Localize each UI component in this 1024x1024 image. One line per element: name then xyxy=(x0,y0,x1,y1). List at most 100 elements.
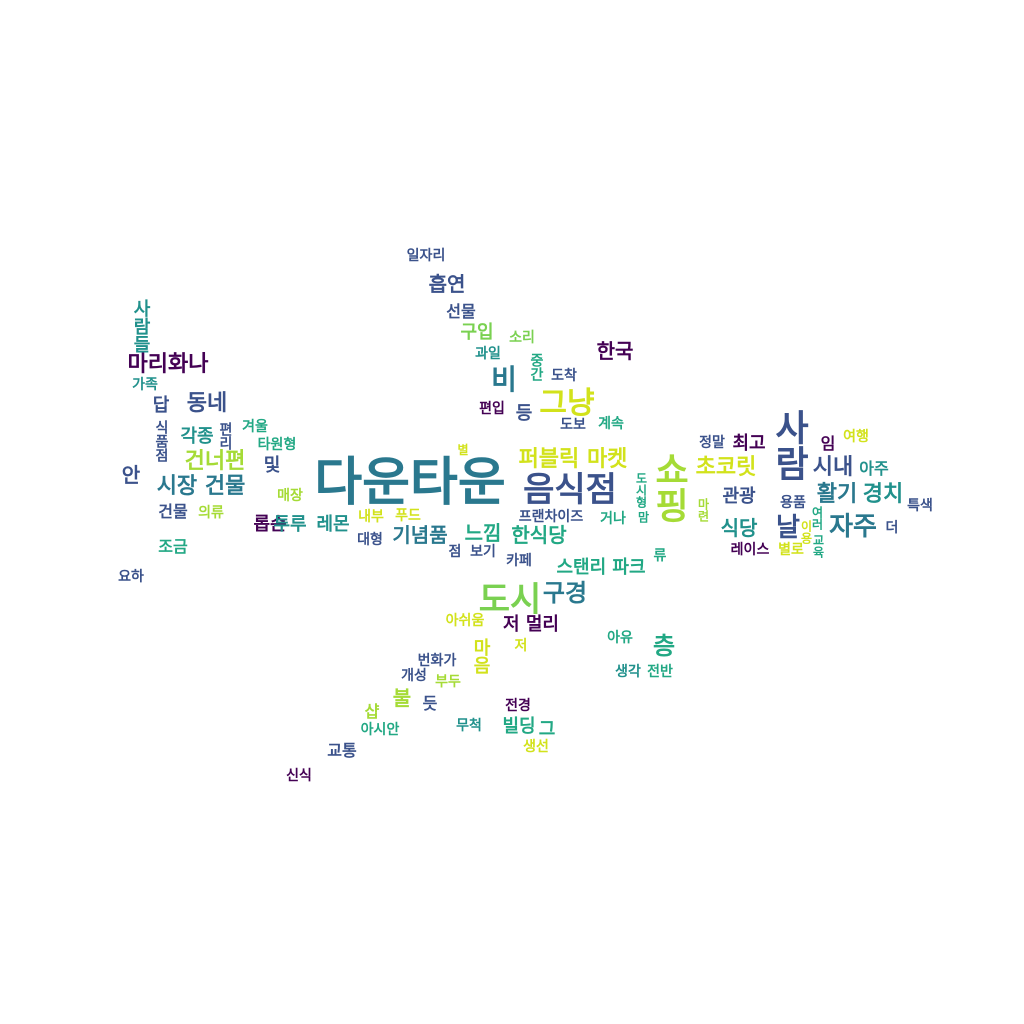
word-chocolate: 초코릿 xyxy=(695,455,757,480)
word-star: 별 xyxy=(457,443,469,457)
word-fire: 불 xyxy=(392,686,412,710)
word-or: 거나 xyxy=(600,511,626,527)
word-restaurant: 음식점 xyxy=(523,470,617,510)
word-tourism: 관광 xyxy=(722,486,756,507)
word-lively: 활기 xyxy=(816,482,858,507)
word-turu: 투루 xyxy=(273,514,307,535)
word-goods: 용품 xyxy=(780,495,806,511)
word-quite: 아주 xyxy=(859,459,889,478)
word-mind: 마음 xyxy=(470,638,491,674)
word-point: 점 xyxy=(448,544,462,560)
word-middle: 중간 xyxy=(528,353,544,381)
word-grocery: 식품점 xyxy=(153,420,169,462)
word-lemon: 레몬 xyxy=(316,514,350,535)
word-travel: 여행 xyxy=(843,429,869,445)
word-very: 무척 xyxy=(456,718,482,734)
word-asian: 아시안 xyxy=(360,722,400,738)
word-answer: 답 xyxy=(152,395,170,416)
word-large: 대형 xyxy=(357,532,383,548)
word-regret: 아쉬움 xyxy=(445,613,485,629)
word-downtown: 다운타운 xyxy=(314,453,506,513)
word-geu: 그 xyxy=(538,719,556,740)
word-mam: 맘 xyxy=(636,511,650,523)
word-buildings: 건물 xyxy=(158,502,188,521)
word-gift: 선물 xyxy=(446,302,476,321)
word-ryu: 류 xyxy=(653,548,667,564)
word-floor: 층 xyxy=(652,632,676,660)
word-franchise: 프랜차이즈 xyxy=(518,509,584,525)
word-not-really: 별로 xyxy=(778,542,804,558)
word-best: 최고 xyxy=(732,433,766,454)
word-people-plural: 사람들 xyxy=(130,299,151,353)
word-often: 자주 xyxy=(829,512,877,542)
word-shopping: 쇼핑 xyxy=(648,451,689,523)
word-arrival: 도착 xyxy=(551,368,577,384)
word-marijuana: 마리화나 xyxy=(127,352,209,377)
word-distinctive: 특색 xyxy=(907,498,933,514)
word-job: 일자리 xyxy=(406,248,446,264)
word-fruit: 과일 xyxy=(475,346,501,362)
word-food: 푸드 xyxy=(395,508,421,524)
word-sightseeing: 구경 xyxy=(542,579,588,607)
word-lace: 레이스 xyxy=(730,542,770,558)
word-prepared: 마련 xyxy=(696,498,710,522)
word-public-market: 퍼블릭 마켓 xyxy=(518,447,628,472)
word-overall: 전반 xyxy=(647,664,673,680)
word-winter: 겨울 xyxy=(242,419,268,435)
word-rain: 비 xyxy=(491,363,517,396)
word-souvenir: 기념품 xyxy=(392,523,448,547)
word-fish: 생선 xyxy=(523,739,549,755)
word-yoha: 요하 xyxy=(118,569,144,585)
word-day: 날 xyxy=(776,513,800,543)
word-far-away: 저 멀리 xyxy=(503,614,559,635)
word-seems: 듯 xyxy=(422,694,438,713)
word-market-building: 시장 건물 xyxy=(156,474,246,499)
word-korea: 한국 xyxy=(596,339,634,363)
word-traffic: 교통 xyxy=(327,741,357,760)
word-various: 각종 xyxy=(180,426,214,447)
word-convenient: 편리 xyxy=(217,422,233,450)
word-store: 매장 xyxy=(277,488,303,504)
word-individuality: 개성 xyxy=(401,668,427,684)
word-education: 교육 xyxy=(811,534,825,558)
word-family: 가족 xyxy=(132,377,158,393)
word-etc: 등 xyxy=(515,403,533,424)
word-interior: 내부 xyxy=(358,509,384,525)
word-pier: 부두 xyxy=(435,674,461,690)
word-scenery: 경치 xyxy=(862,482,904,507)
word-just: 그냥 xyxy=(539,386,595,421)
word-downtown-area: 번화가 xyxy=(417,653,457,669)
word-shop: 샵 xyxy=(364,702,380,721)
word-robson: 롭슨 xyxy=(253,514,287,535)
word-view: 보기 xyxy=(470,544,496,560)
word-thought: 생각 xyxy=(615,664,641,680)
word-a-little: 조금 xyxy=(158,537,188,556)
word-across: 건너편 xyxy=(184,449,246,474)
word-cafe: 카페 xyxy=(506,553,532,569)
word-modern: 신식 xyxy=(286,768,312,784)
word-neighborhood: 동네 xyxy=(186,391,228,416)
word-feeling: 느낌 xyxy=(464,521,502,545)
word-purchase: 구입 xyxy=(460,322,494,343)
word-ayu: 아유 xyxy=(607,630,633,646)
word-use: 이용 xyxy=(799,520,813,544)
word-urban-type: 도시형 xyxy=(634,472,648,508)
word-city-center: 시내 xyxy=(812,455,854,480)
word-im: 임 xyxy=(820,434,836,453)
word-people: 사람 xyxy=(768,409,809,481)
word-really: 정말 xyxy=(699,435,725,451)
word-building: 빌딩 xyxy=(502,716,536,737)
word-sound: 소리 xyxy=(509,330,535,346)
word-panorama: 전경 xyxy=(505,698,531,714)
word-stanley-park: 스탠리 파크 xyxy=(556,557,646,578)
word-smoking: 흡연 xyxy=(428,272,466,296)
word-oval: 타원형 xyxy=(257,437,297,453)
word-that: 저 xyxy=(514,638,528,654)
word-and: 및 xyxy=(263,455,281,476)
word-eatery: 식당 xyxy=(720,516,758,540)
word-walk: 도보 xyxy=(560,417,586,433)
word-city: 도시 xyxy=(478,580,542,620)
word-transfer: 편입 xyxy=(479,401,505,417)
word-korean-restaurant: 한식당 xyxy=(511,523,567,547)
